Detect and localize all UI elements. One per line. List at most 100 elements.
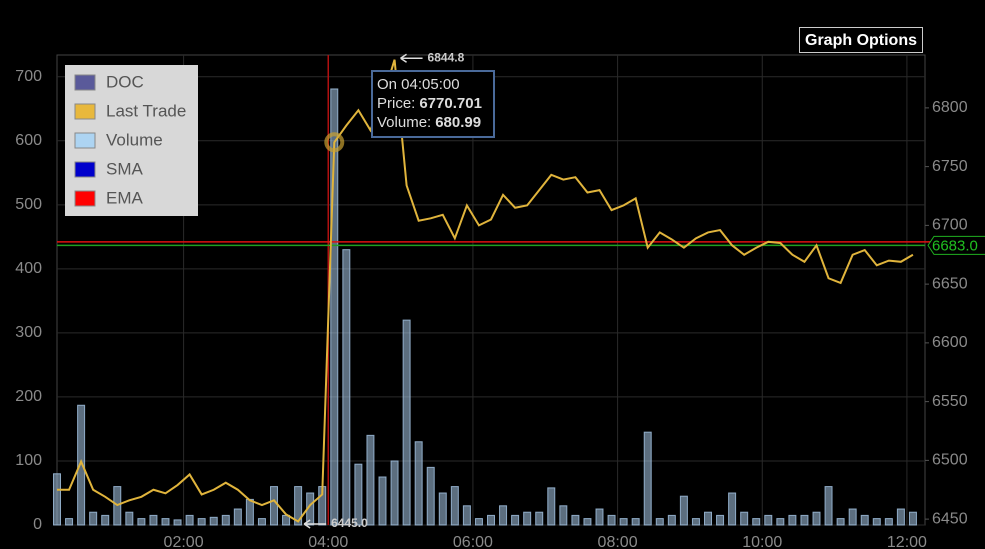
legend-swatch [74,190,96,207]
volume-bar [101,514,110,526]
legend-label: SMA [106,159,144,178]
volume-bar [679,495,688,526]
volume-bar [89,511,98,526]
y2-tick-label: 6500 [932,452,968,469]
legend-label: EMA [106,188,144,207]
volume-bar [896,508,905,526]
x-tick-label: 06:00 [453,534,493,549]
volume-bar [860,514,869,526]
volume-bar [619,518,628,526]
volume-bar [583,518,592,526]
volume-bar [53,473,61,526]
x-tick-label: 04:00 [308,534,348,549]
volume-bar [402,319,411,526]
tooltip: On 04:05:00 Price: 6770.701 Volume: 680.99 [371,70,495,138]
volume-bar [824,486,833,526]
volume-bar [270,486,278,526]
volume-bar [294,486,303,526]
legend-label: Last Trade [106,101,186,120]
legend-swatch [74,132,96,149]
legend-swatch [74,74,96,91]
volume-bar [836,518,845,526]
volume-bar [872,518,881,526]
y2-tick-label: 6550 [932,393,968,410]
volume-bar [366,434,375,526]
max-arrow [400,53,423,63]
volume-bar [450,486,459,526]
tooltip-time: On 04:05:00 [377,76,460,93]
volume-bar [655,518,664,526]
volume-bar [161,518,170,526]
volume-bar [209,516,218,526]
legend: DOC Last Trade Volume SMA EMA [65,65,198,216]
hover-marker [324,132,345,153]
volume-bar [221,514,230,526]
volume-bar [884,518,893,526]
volume-bar [257,518,266,526]
legend-swatch [74,161,96,178]
volume-bar [173,519,182,526]
volume-bar [499,505,508,526]
volume-bar [414,441,423,526]
volume-bar [716,514,725,526]
volume-bar [571,514,580,526]
volume-bar [149,514,158,526]
volume-bar [462,505,471,526]
volume-bar [378,476,387,526]
volume-bar [848,508,857,526]
volume-bar [245,498,254,526]
volume-bar [812,511,821,526]
legend-label: Volume [106,130,163,149]
y-tick-label: 700 [15,68,42,85]
legend-swatch [74,103,96,120]
volume-bar [523,511,532,526]
tooltip-volume-label: Volume: [377,114,431,131]
min-label: 6445.0 [331,516,368,530]
volume-bar [667,514,676,526]
volume-bar [547,487,556,526]
tooltip-price-value: 6770.701 [419,95,482,112]
y-tick-label: 400 [15,260,42,277]
volume-bar [607,514,616,526]
volume-bar [764,514,773,526]
volume-bar [390,460,399,526]
volume-bar [631,518,640,526]
x-tick-label: 10:00 [742,534,782,549]
volume-bar [691,518,700,526]
volume-bar [330,88,339,526]
tooltip-price: Price: 6770.701 [377,95,482,112]
tooltip-box [371,70,495,138]
last-price-box [927,235,985,255]
volume-bar [535,511,544,526]
volume-bar [728,492,737,526]
x-tick-label: 02:00 [164,534,204,549]
volume-bar [908,511,917,526]
volume-bar [438,492,447,526]
volume-bar [643,431,652,526]
tooltip-volume: Volume: 680.99 [377,114,481,131]
y2-tick-label: 6700 [932,217,968,234]
graph-options-button[interactable]: Graph Options [799,27,923,53]
volume-bar [426,466,435,526]
volume-bar [559,505,568,526]
y-tick-label: 100 [15,452,42,469]
volume-bar [197,518,206,526]
volume-bar [776,518,785,526]
volume-bar [788,514,797,526]
volume-bar [233,508,242,526]
volume-bar [77,404,86,526]
y2-tick-label: 6600 [932,334,968,351]
price-line [57,59,914,523]
volume-bar [125,511,134,526]
y-tick-label: 0 [33,516,42,533]
volume-bar [342,249,351,526]
volume-bar [487,514,495,526]
volume-bar [800,514,809,526]
y2-tick-label: 6800 [932,99,968,116]
volume-bar [474,518,483,526]
volume-bar [137,518,146,526]
tooltip-volume-value: 680.99 [435,114,481,131]
x-tick-label: 08:00 [598,534,638,549]
x-tick-label: 12:00 [887,534,927,549]
